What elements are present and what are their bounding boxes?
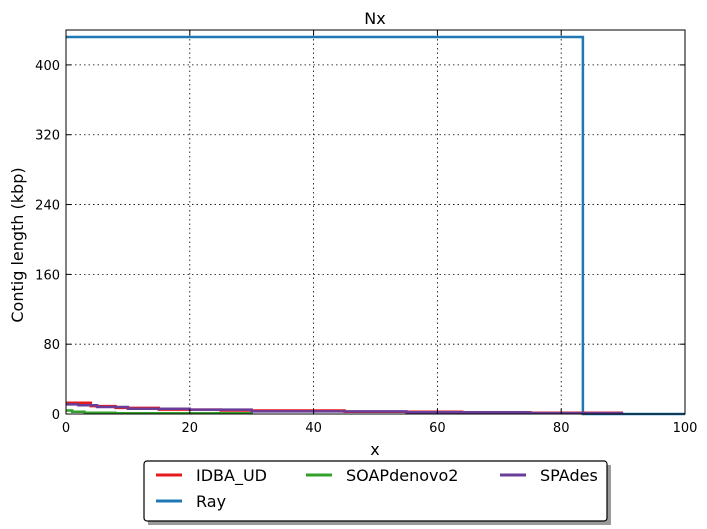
x-tick-label: 80 [553,421,570,436]
x-tick-label: 0 [62,421,70,436]
chart-title: Nx [364,9,385,28]
y-tick-label: 320 [35,129,60,144]
plot-frame [65,29,686,415]
legend-label-soapdenovo2: SOAPdenovo2 [346,466,458,485]
legend: IDBA_UD Ray SOAPdenovo2 SPAdes [143,460,611,525]
legend-label-ray: Ray [196,492,226,511]
legend-items: IDBA_UD Ray SOAPdenovo2 SPAdes [156,466,598,511]
x-tick-label: 60 [429,421,446,436]
series-line-soapdenovo2 [66,409,253,415]
legend-box [143,460,608,522]
y-axis-label: Contig length (kbp) [8,167,27,322]
axis-ticks: 0 20 40 60 80 100 0 80 160 240 320 400 [35,30,697,436]
grid [66,30,685,414]
legend-label-spades: SPAdes [540,466,598,485]
y-tick-label: 0 [52,408,60,423]
y-tick-label: 240 [35,199,60,214]
x-tick-label: 100 [673,421,698,436]
series-layer [66,35,685,416]
y-tick-label: 400 [35,59,60,74]
x-tick-label: 40 [305,421,322,436]
legend-label-idba_ud: IDBA_UD [196,466,267,486]
series-line-ray [66,35,685,416]
x-tick-label: 20 [182,421,199,436]
y-tick-label: 160 [35,268,60,283]
x-axis-label: x [370,440,379,459]
y-tick-label: 80 [43,338,60,353]
